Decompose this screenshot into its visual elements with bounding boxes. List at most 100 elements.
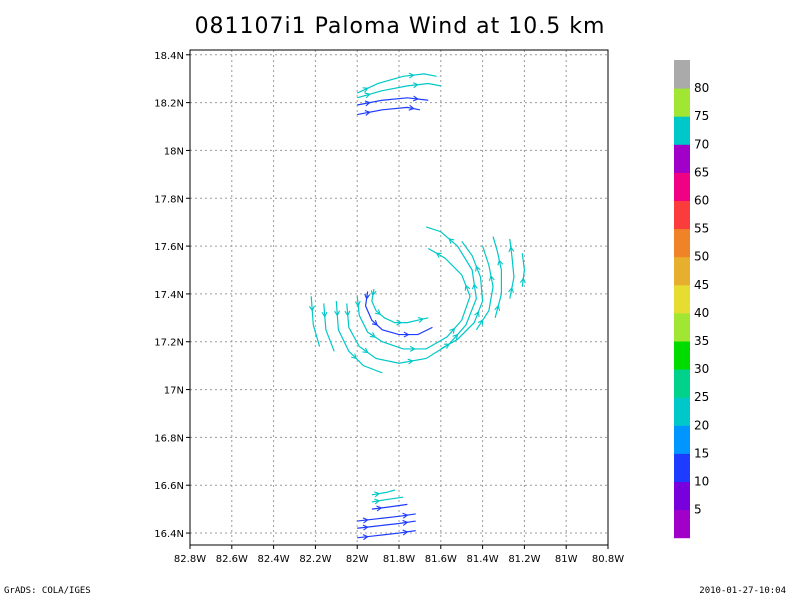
streamline: [357, 82, 441, 99]
colorbar-label: 55: [694, 222, 709, 236]
y-tick-label: 18N: [164, 146, 184, 157]
colorbar-swatch: [674, 200, 690, 230]
streamline-arrowhead: [474, 310, 480, 318]
x-tick-label: 82.4W: [258, 554, 290, 565]
x-tick-label: 81.6W: [425, 554, 457, 565]
grid-lines: [190, 50, 608, 545]
colorbar-swatch: [674, 509, 690, 539]
colorbar-label: 15: [694, 446, 709, 460]
streamline: [371, 503, 408, 510]
streamline: [440, 240, 484, 350]
y-tick-label: 17.6N: [154, 242, 184, 253]
y-axis-ticks: 16.4N 16.6N 16.8N 17N 17.2N 17.4N 17.6N 17.8N 18…: [154, 51, 190, 540]
streamline: [475, 245, 494, 331]
colorbar-swatch: [674, 425, 690, 454]
x-tick-label: 80.8W: [592, 554, 624, 565]
colorbar-swatch: [674, 284, 690, 314]
streamline-arrowhead: [375, 309, 382, 315]
y-tick-label: 16.6N: [154, 481, 184, 492]
colorbar-label: 35: [694, 334, 709, 348]
streamline: [356, 73, 437, 94]
colorbar-label: 40: [694, 306, 709, 320]
y-tick-label: 18.4N: [154, 51, 184, 62]
streamline-arrowhead: [444, 343, 451, 349]
y-tick-label: 17.8N: [154, 194, 184, 205]
colorbar-swatch: [674, 256, 690, 286]
x-tick-label: 81.8W: [383, 554, 415, 565]
colorbar-label: 30: [694, 362, 709, 376]
colorbar-swatch: [674, 369, 690, 398]
streamline-arrowhead: [369, 332, 376, 338]
streamline-arrowhead: [435, 252, 442, 258]
streamline-arrowhead: [402, 519, 409, 526]
streamline-arrowhead: [374, 498, 381, 505]
streamline-arrowhead: [471, 283, 478, 290]
colorbar-swatch: [674, 172, 690, 201]
x-tick-label: 81.4W: [467, 554, 499, 565]
streamline-arrowhead: [362, 87, 369, 93]
colorbar-swatch: [674, 341, 690, 370]
colorbar-label: 25: [694, 390, 709, 404]
streamline-arrowhead: [448, 238, 455, 244]
x-tick-label: 82.8W: [174, 554, 206, 565]
colorbar-swatch: [674, 88, 690, 117]
streamline-arrowhead: [370, 290, 377, 297]
streamline: [492, 236, 503, 318]
streamline-arrowhead: [351, 353, 357, 360]
streamline-arrowhead: [376, 505, 383, 512]
streamline: [310, 296, 321, 347]
streamline-arrowhead: [508, 246, 515, 253]
streamline-arrowhead: [497, 259, 504, 266]
x-axis-ticks: 82.8W 82.6W 82.4W 82.2W 82W 81.8W 81.6W 81.4W 81…: [174, 545, 624, 565]
x-tick-label: 82W: [346, 554, 369, 565]
colorbar: 5 10 15 20 25 30 35 40 45 50 55 60 65 70 75 80: [674, 60, 709, 539]
colorbar-swatch: [674, 481, 690, 511]
streamline-arrowhead: [364, 92, 371, 99]
streamline-arrowhead: [408, 104, 415, 111]
streamline-arrowhead: [344, 310, 351, 317]
y-tick-label: 17N: [164, 386, 184, 397]
streamline: [521, 253, 526, 287]
colorbar-label: 60: [694, 194, 709, 208]
streamline-arrowhead: [402, 512, 409, 519]
streamline-arrowhead: [364, 293, 371, 300]
streamline-arrowhead: [362, 517, 369, 524]
streamline-arrowhead: [449, 327, 456, 334]
colorbar-label: 50: [694, 250, 709, 264]
streamline: [371, 289, 429, 324]
y-tick-label: 16.8N: [154, 433, 184, 444]
streamline-arrowhead: [519, 277, 526, 284]
streamline-arrowhead: [364, 100, 371, 107]
colorbar-swatch: [674, 116, 690, 145]
streamline-arrowhead: [412, 82, 419, 89]
y-tick-label: 18.2N: [154, 99, 184, 110]
streamline-arrowhead: [374, 491, 381, 498]
colorbar-label: 20: [694, 418, 709, 432]
footer-timestamp: 2010-01-27-10:04: [699, 586, 786, 596]
streamline-arrowhead: [508, 286, 514, 293]
streamline-arrowhead: [362, 534, 369, 541]
streamline-arrowhead: [477, 319, 484, 326]
streamline-arrowhead: [371, 319, 378, 326]
streamline-arrowhead: [402, 529, 409, 536]
streamline: [335, 301, 383, 374]
streamline-arrowhead: [362, 347, 369, 354]
chart-title: 081107i1 Paloma Wind at 10.5 km: [194, 14, 606, 39]
streamline-arrowhead: [407, 358, 414, 365]
colorbar-label: 45: [694, 278, 709, 292]
colorbar-label: 80: [694, 81, 709, 95]
streamline-arrowhead: [494, 304, 501, 311]
streamline-arrowhead: [321, 311, 328, 318]
streamline-arrowhead: [452, 333, 459, 340]
streamline-arrowhead: [334, 310, 341, 317]
colorbar-label: 70: [694, 137, 709, 151]
streamline: [371, 496, 404, 503]
streamlines: [308, 72, 526, 541]
y-tick-label: 17.4N: [154, 290, 184, 301]
y-tick-label: 16.4N: [154, 529, 184, 540]
streamline-arrowhead: [308, 305, 315, 312]
colorbar-label: 5: [694, 503, 702, 517]
colorbar-swatch: [674, 144, 690, 173]
streamline-arrowhead: [362, 524, 369, 531]
colorbar-swatch: [674, 60, 690, 89]
